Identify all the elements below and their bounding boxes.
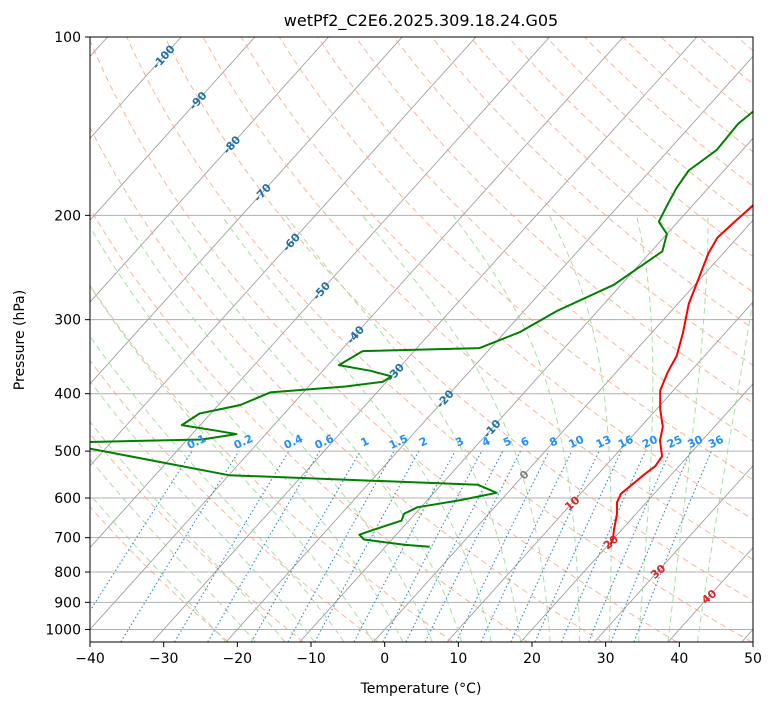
x-tick-label: 10 (449, 651, 467, 667)
dry-adiabat-line (202, 37, 753, 561)
x-tick-label: −20 (223, 651, 253, 667)
moist-adiabat-line (90, 225, 404, 642)
mixing-ratio-line (480, 450, 573, 642)
y-tick-label: 1000 (45, 622, 81, 638)
isotherm-line (299, 137, 753, 642)
y-axis-label: Pressure (hPa) (12, 290, 28, 390)
x-axis-label: Temperature (°C) (360, 681, 482, 697)
moist-adiabat-line (90, 335, 345, 642)
isotherm-line (90, 37, 550, 549)
temperature-line (609, 204, 753, 546)
moist-adiabat-line (452, 215, 581, 642)
mixing-ratio-line (174, 450, 290, 642)
isotherm-line (225, 55, 753, 642)
moist-adiabat-line (221, 215, 492, 642)
plot-frame (89, 36, 754, 643)
isotherm-line (90, 37, 256, 221)
mixing-ratio-line (207, 450, 321, 642)
moist-adiabat-line (362, 214, 551, 642)
moist-adiabat-line (697, 297, 753, 642)
x-tick-label: 0 (380, 651, 389, 667)
dry-adiabat-line (622, 37, 753, 153)
dry-adiabat-line (90, 39, 678, 642)
mixing-ratio-label: 25 (665, 433, 684, 451)
mixing-ratio-line (510, 450, 600, 642)
x-tick-label: 40 (670, 651, 688, 667)
isotherm-line (373, 219, 753, 642)
moist-adiabat-line (548, 215, 612, 642)
dry-adiabat-line (355, 37, 753, 404)
plot-area: -100-90-80-70-60-50-40-30-20-100 (90, 37, 753, 642)
mixing-ratio-label: 10 (567, 433, 587, 451)
x-axis-ticks: −40 −30 −20 −10 0 10 20 30 40 50 (75, 642, 762, 667)
y-axis-ticks: 100 200 300 400 500 600 700 800 900 1000 (45, 30, 90, 638)
mixing-ratio-label: 30 (685, 433, 705, 451)
y-tick-label: 100 (54, 30, 81, 46)
mixing-ratio-line (287, 450, 395, 642)
moist-adiabat-line (90, 284, 374, 642)
mixing-ratio-line (120, 450, 240, 642)
x-tick-label: −40 (75, 651, 105, 667)
dry-adiabat-line (90, 126, 603, 642)
pressure-grid (90, 37, 753, 630)
x-tick-label: −10 (296, 651, 326, 667)
mixing-ratio-line (314, 450, 420, 642)
dry-adiabat-line (469, 37, 753, 293)
dry-adiabat-line (90, 284, 454, 642)
mixing-ratio-line (610, 450, 692, 642)
y-tick-label: 400 (54, 387, 81, 403)
dry-adiabat-line (164, 37, 753, 602)
y-tick-label: 900 (54, 595, 81, 611)
moist-adiabat-lines (90, 214, 753, 642)
sounding-series (90, 110, 753, 548)
mixing-ratio-lines (90, 450, 712, 642)
x-tick-label: 30 (597, 651, 615, 667)
x-tick-label: −30 (149, 651, 179, 667)
mixing-ratio-label: 13 (594, 433, 613, 451)
mixing-ratio-label: 16 (616, 433, 636, 451)
mixing-ratio-line (588, 450, 671, 642)
isotherm-line (90, 37, 624, 631)
dry-adiabat-line (90, 207, 528, 642)
chart-title: wetPf2_C2E6.2025.309.18.24.G05 (284, 11, 558, 31)
dry-adiabat-line (126, 37, 752, 642)
isotherm-line (152, 37, 698, 642)
x-tick-label: 50 (744, 651, 762, 667)
y-tick-label: 700 (54, 531, 81, 547)
x-tick-label: 20 (523, 651, 541, 667)
mixing-ratio-line (455, 450, 550, 642)
y-tick-label: 600 (54, 491, 81, 507)
y-tick-label: 500 (54, 444, 81, 460)
isotherm-line (90, 37, 477, 467)
mixing-ratio-label: 36 (706, 433, 726, 451)
y-tick-label: 200 (54, 208, 81, 224)
moist-adiabat-line (90, 493, 227, 642)
isotherm-line (90, 37, 403, 385)
dry-adiabat-line (584, 37, 753, 187)
mixing-ratio-label: 20 (640, 433, 660, 451)
isotherm-line (90, 37, 329, 303)
mixing-ratio-line (90, 450, 193, 613)
dry-adiabat-line (90, 433, 304, 642)
mixing-ratio-line (251, 450, 361, 642)
moist-adiabat-line (122, 215, 433, 642)
dry-adiabat-line (317, 37, 753, 442)
y-tick-label: 800 (54, 565, 81, 581)
moist-adiabat-line (636, 215, 654, 642)
dry-adiabat-line (278, 37, 753, 481)
dewpoint-line (90, 110, 753, 548)
moist-adiabat-line (90, 420, 286, 642)
dry-adiabat-lines (90, 37, 753, 642)
y-tick-label: 300 (54, 313, 81, 329)
moist-adiabat-line (667, 215, 709, 642)
isotherm-line (594, 465, 753, 642)
mixing-ratio-line (534, 450, 622, 642)
dry-adiabat-line (431, 37, 753, 330)
moist-adiabat-line (90, 458, 256, 642)
